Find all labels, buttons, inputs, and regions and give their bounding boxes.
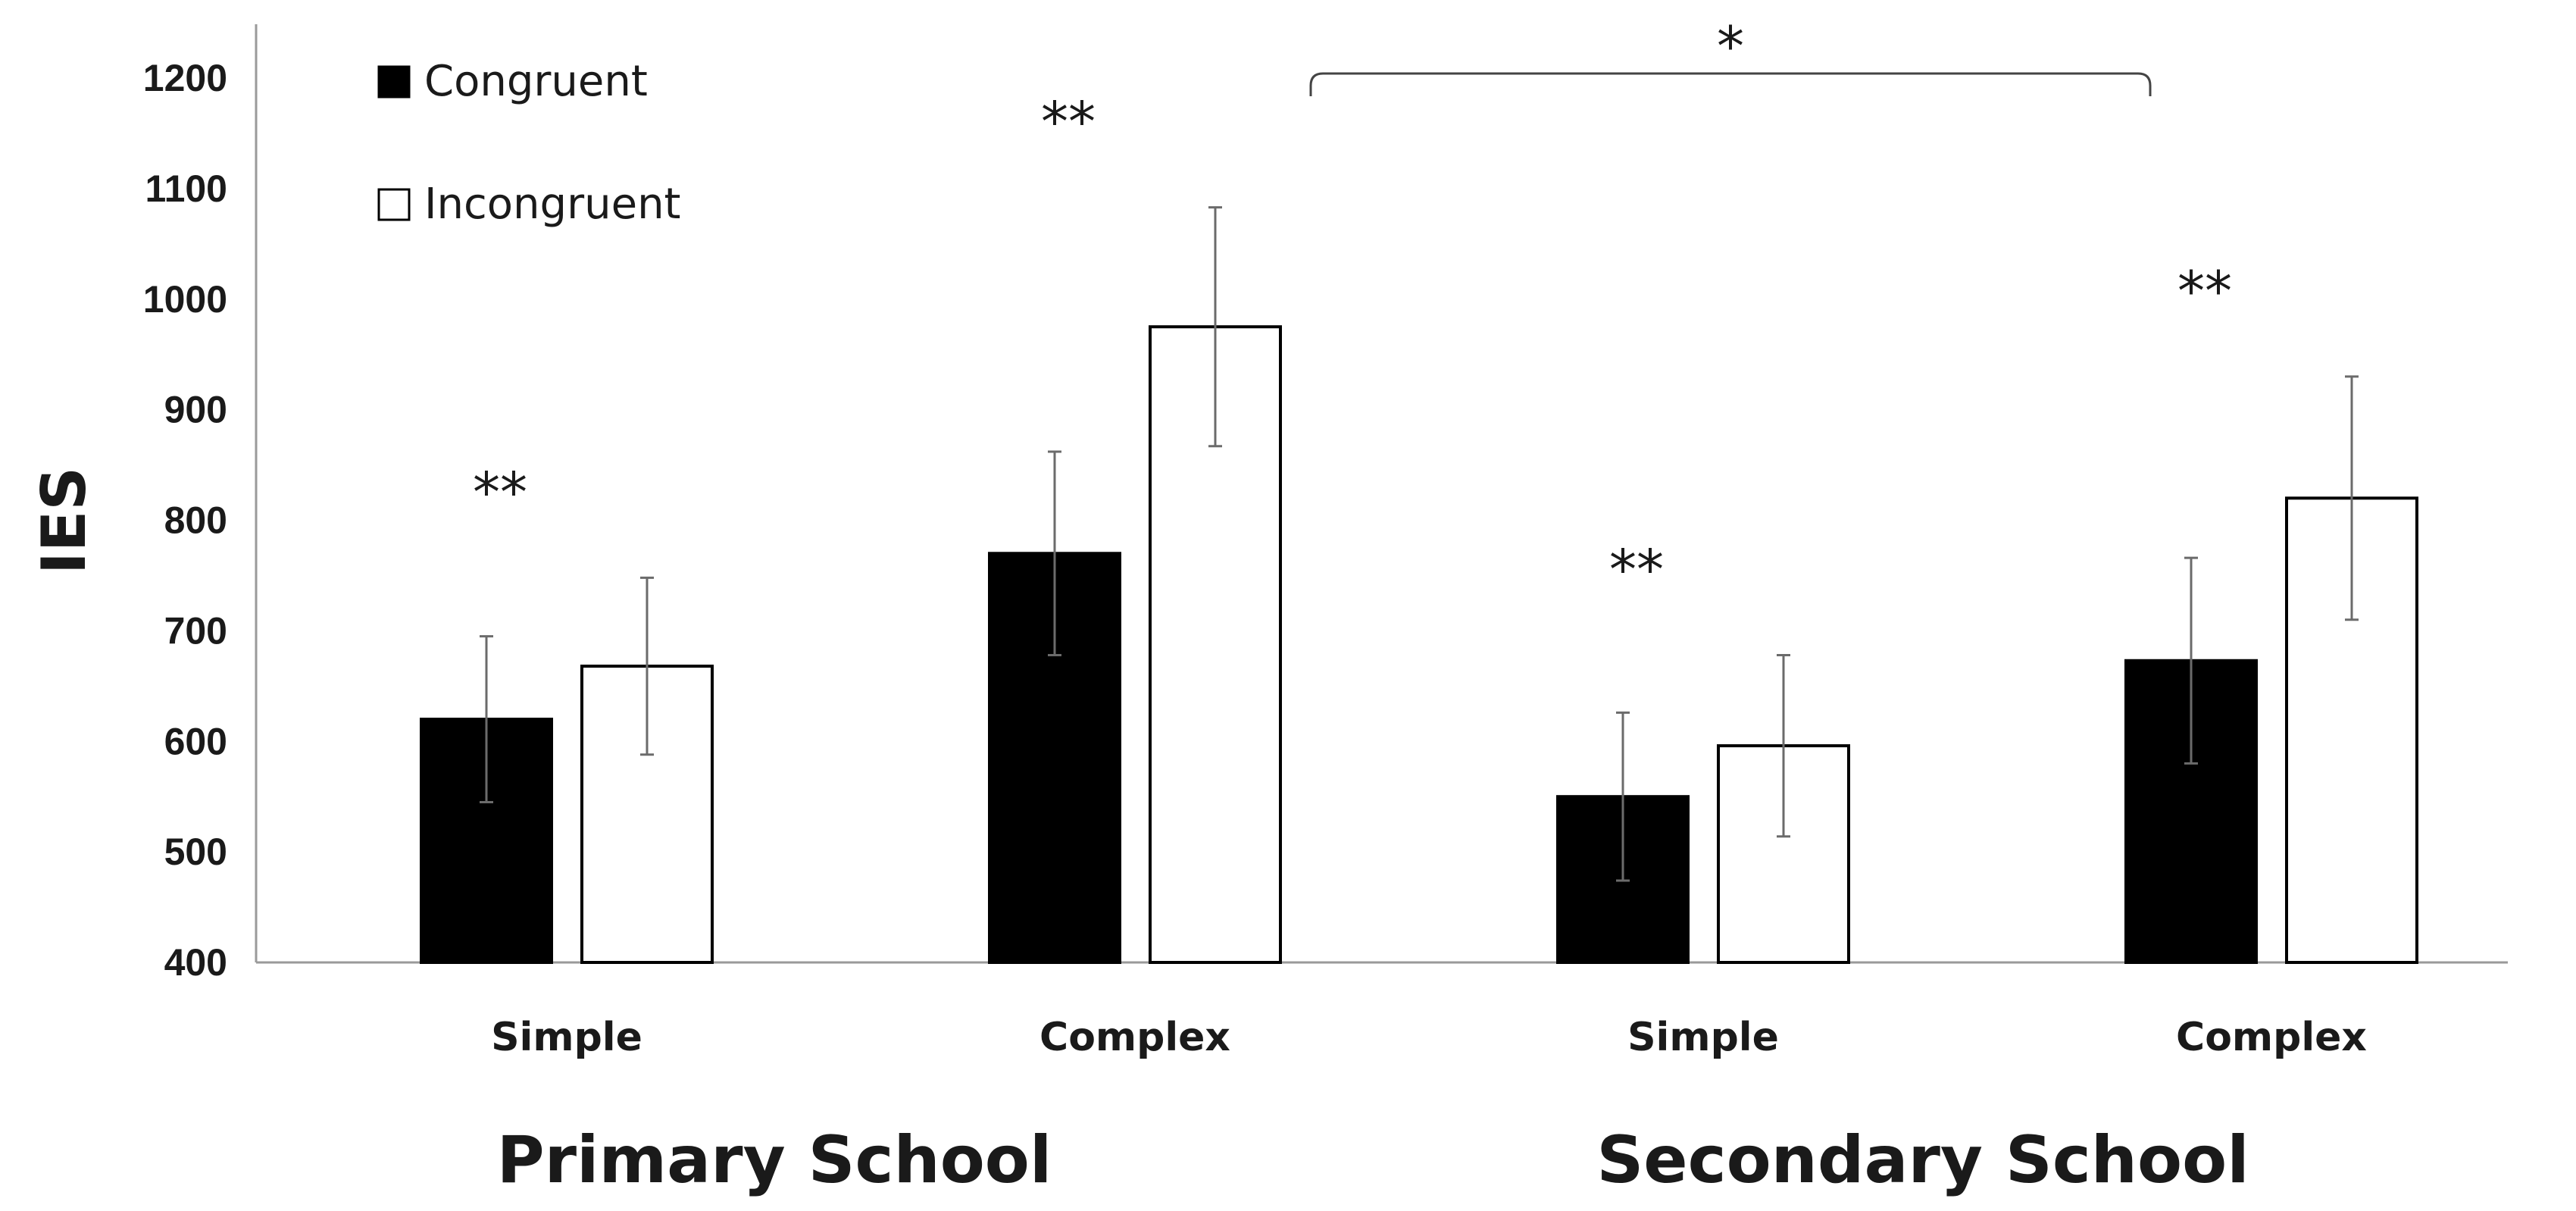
y-tick-label: 900: [164, 389, 227, 431]
significance-bracket: *: [1309, 14, 2152, 96]
error-bar: [1048, 450, 1061, 656]
y-tick-label: 1000: [143, 278, 227, 321]
y-tick-label: 500: [164, 831, 227, 873]
legend-swatch: [377, 188, 411, 221]
significance-markers: ** ** ** **: [473, 90, 2232, 602]
error-bar: [480, 635, 493, 803]
legend-swatch: [377, 65, 411, 99]
legend-label: Incongruent: [424, 180, 681, 229]
error-bar: [2184, 556, 2198, 765]
error-bar: [2345, 375, 2359, 621]
category-label: Complex: [2176, 1015, 2367, 1060]
y-tick-label: 400: [164, 941, 227, 984]
error-bar: [1777, 653, 1790, 838]
error-bar: [1208, 206, 1222, 448]
significance-marker: **: [1609, 537, 1664, 601]
category-label: Complex: [1039, 1015, 1230, 1060]
y-tick-label: 700: [164, 609, 227, 652]
category-label: Simple: [491, 1015, 642, 1060]
y-axis-title: IES: [29, 467, 99, 574]
significance-marker: **: [473, 460, 527, 524]
significance-marker: **: [2177, 259, 2232, 323]
legend-item: Congruent: [377, 57, 648, 106]
category-label: Simple: [1627, 1015, 1779, 1060]
legend-label: Congruent: [424, 57, 648, 106]
y-tick-label: 1100: [145, 167, 227, 210]
y-tick-label: 1200: [143, 57, 227, 99]
group-label: Secondary School: [1596, 1122, 2249, 1198]
group-labels: Primary School Secondary School: [497, 1122, 2249, 1198]
y-tick-label: 600: [164, 720, 227, 762]
bracket-path: [1309, 72, 2152, 96]
significance-marker: **: [1041, 90, 1096, 154]
y-tick-label: 800: [164, 499, 227, 542]
error-bar: [640, 576, 654, 756]
bars: [420, 325, 2418, 965]
y-ticks: 400 500 600 700 800 900 1000 1100 1200: [143, 57, 227, 984]
error-bar: [1616, 711, 1630, 882]
category-labels: Simple Complex Simple Complex: [491, 1015, 2367, 1060]
bracket-label: *: [1717, 14, 1744, 78]
group-label: Primary School: [497, 1122, 1052, 1198]
legend-item: Incongruent: [377, 180, 681, 229]
error-bars: [480, 206, 2359, 882]
legend: Congruent Incongruent: [377, 57, 681, 229]
